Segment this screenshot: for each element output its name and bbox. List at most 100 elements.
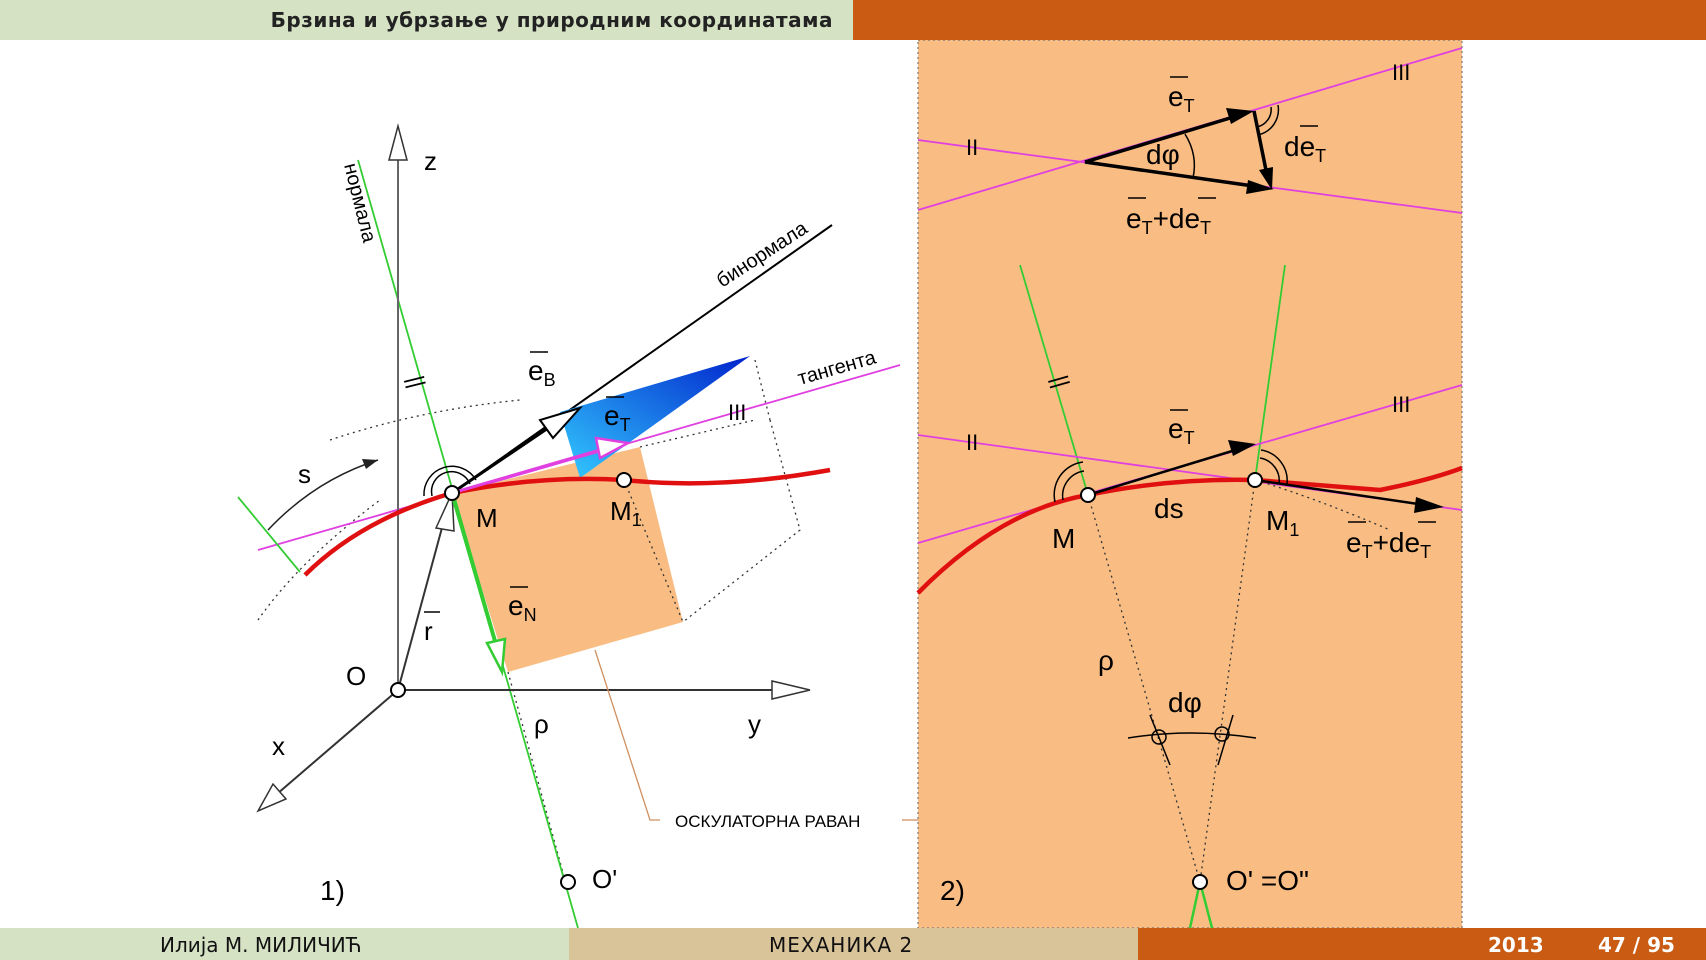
y-arrow <box>771 680 811 700</box>
s-arc <box>267 459 379 531</box>
top-deT-vector <box>1252 110 1270 181</box>
label-O: O <box>346 661 366 691</box>
label-y: y <box>748 709 761 739</box>
point-M <box>444 485 460 501</box>
trajectory-curve <box>303 467 831 577</box>
point-O-prime <box>560 874 576 890</box>
label2-O-eq: O' =O" <box>1226 865 1309 896</box>
label-binormala: бинормала <box>713 217 813 292</box>
label-rho: ρ <box>534 709 549 739</box>
figure-area: z y x O O' M M1 s r ρ eB eT eN нормала б… <box>237 40 1463 928</box>
angle-M-outer <box>1053 461 1084 503</box>
label-M1: M1 <box>610 496 642 530</box>
curve-2 <box>916 465 1463 595</box>
z-arrow <box>388 123 408 161</box>
point-M1 <box>616 472 632 488</box>
right-angle-mark-outer <box>423 465 477 497</box>
label2-rho: ρ <box>1098 645 1114 676</box>
r-arrow <box>434 492 455 532</box>
footer-right: 2013 47 / 95 <box>1138 928 1706 960</box>
point-M-2 <box>1080 487 1096 503</box>
figure-2-tag: 2) <box>940 875 965 906</box>
footer-course: МЕХАНИКА 2 <box>769 933 914 957</box>
eN-arrow <box>485 637 507 677</box>
footer-author: Илија М. МИЛИЧИЋ <box>160 933 362 957</box>
top-deT-arrow <box>1259 167 1273 190</box>
label-s: s <box>298 459 311 489</box>
label2-dphi: dφ <box>1168 687 1202 718</box>
angle-M1-outer <box>1260 449 1288 485</box>
oskulatorna-leader <box>594 649 660 821</box>
label-M: M <box>476 503 498 533</box>
label2-ds: ds <box>1154 493 1184 524</box>
point-O <box>390 682 406 698</box>
binormal-line <box>451 224 833 494</box>
label2-M: M <box>1052 523 1075 554</box>
r-vector <box>397 512 447 691</box>
top-dphi-arc <box>1184 133 1196 179</box>
footer-bar: Илија М. МИЛИЧИЋ МЕХАНИКА 2 2013 47 / 95 <box>0 928 1706 960</box>
dphi-point-left <box>1151 729 1167 745</box>
mark2-III-mid: III <box>1392 392 1410 417</box>
mid-sum-arrow <box>1414 497 1444 513</box>
header-left: Брзина и убрзање у природним координатам… <box>0 0 853 40</box>
radius-lines <box>1087 479 1391 883</box>
figure-1-tag: 1) <box>320 875 345 906</box>
mark2-II-top: II <box>966 135 978 160</box>
label-normala: нормала <box>339 161 380 246</box>
label-x: x <box>272 731 285 761</box>
osculating-plane <box>452 447 683 672</box>
label-eN: eN <box>508 590 537 625</box>
top-sum-vector <box>1084 160 1261 189</box>
construction-lines <box>257 359 801 881</box>
panel-background <box>918 40 1462 928</box>
top-eT-arrow <box>1226 108 1254 124</box>
eB-vector <box>451 418 561 495</box>
eN-vector <box>450 492 499 649</box>
label-r: r <box>424 616 433 646</box>
dphi-tick-left <box>1149 714 1171 766</box>
label-O-prime: O' <box>592 864 617 894</box>
top-eT-vector <box>1084 113 1241 164</box>
s-arc-arrow <box>362 459 378 469</box>
label-eB: eB <box>528 355 556 390</box>
label2-eT-mid: eT <box>1168 413 1195 448</box>
label2-sum-mid: eT+deT <box>1346 527 1431 562</box>
footer-left: Илија М. МИЛИЧИЋ <box>0 928 569 960</box>
angle-M-inner <box>1061 470 1085 501</box>
top-right-angle-inner <box>1256 106 1272 128</box>
label2-M1: M1 <box>1266 505 1299 540</box>
eB-arrow <box>538 406 584 440</box>
slide-title: Брзина и убрзање у природним координатам… <box>270 8 833 32</box>
mark2-II-mid: II <box>966 430 978 455</box>
eT-arrow <box>594 436 632 460</box>
point-M1-2 <box>1247 472 1263 488</box>
mark-III: III <box>728 400 746 425</box>
label2-deT: deT <box>1284 131 1326 166</box>
x-axis <box>269 689 399 801</box>
mid-sum-vector <box>1254 478 1426 507</box>
label-oskulatorna: ОСКУЛАТОРНА РАВАН <box>675 812 860 831</box>
mark-green: || <box>403 373 430 390</box>
header-bar: Брзина и убрзање у природним координатам… <box>0 0 1706 40</box>
header-right <box>853 0 1706 40</box>
angle-M1-inner <box>1259 457 1280 485</box>
label-z: z <box>424 146 437 176</box>
top-sum-arrow <box>1246 180 1274 194</box>
panel-border <box>917 40 1463 928</box>
label-eT: eT <box>604 400 631 435</box>
right-angle-mark-inner <box>430 470 471 497</box>
top-right-angle-outer <box>1257 104 1280 136</box>
dphi-point-right <box>1214 726 1230 742</box>
figure-2: eT dφ deT eT+deT eT M ds M1 eT+deT ρ dφ … <box>916 40 1463 928</box>
footer-year: 2013 <box>1488 933 1544 957</box>
label2-dphi-top: dφ <box>1146 139 1180 170</box>
footer-page-number: 47 / 95 <box>1598 933 1675 957</box>
figure-1: z y x O O' M M1 s r ρ eB eT eN нормала б… <box>237 123 918 928</box>
dphi-arc-bottom <box>1127 732 1257 739</box>
mid-eT-arrow <box>1228 440 1256 456</box>
point-O-eq <box>1192 874 1208 890</box>
mark2-III-top: III <box>1392 60 1410 85</box>
x-arrow <box>256 782 288 813</box>
mid-eT-vector <box>1087 446 1243 497</box>
